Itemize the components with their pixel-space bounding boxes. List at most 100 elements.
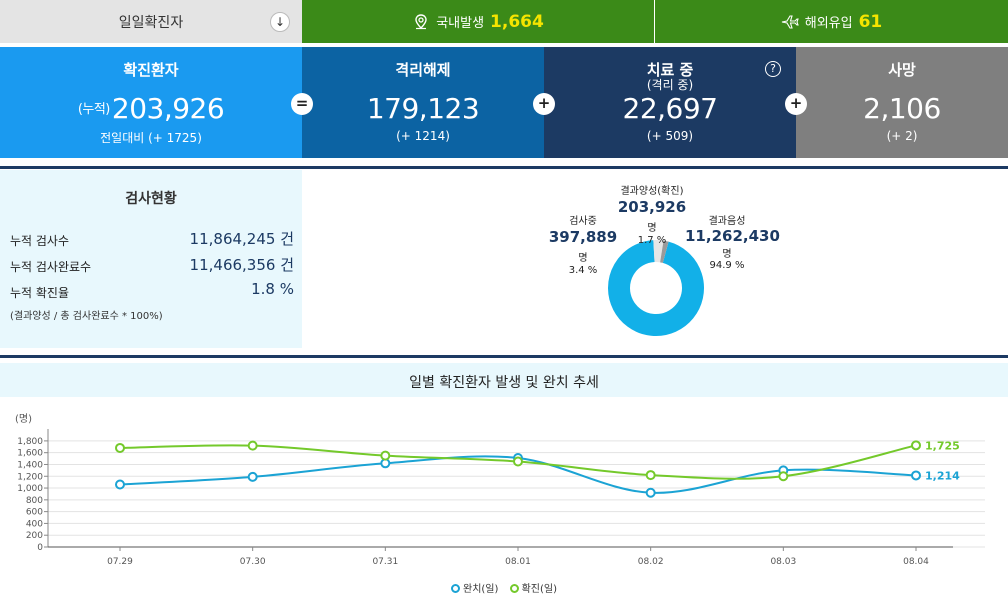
legend-label: 완치(일) <box>463 584 499 595</box>
y-tick-label: 200 <box>26 531 43 541</box>
section-divider <box>0 166 1008 169</box>
x-tick-label: 07.31 <box>372 557 398 567</box>
data-point[interactable] <box>115 442 125 453</box>
treating-subtitle: (격리 중) <box>646 78 694 92</box>
legend-item-confirmed[interactable]: 확진(일) <box>509 580 557 595</box>
y-tick-label: 0 <box>37 543 43 553</box>
domestic-cases: 국내발생 1,664 <box>302 0 654 43</box>
treating-value: 22,697 <box>622 92 718 125</box>
plus-icon: + <box>533 93 555 115</box>
test-status-panel: 검사현황 누적 검사수 11,864,245 건 누적 검사완료수 11,466… <box>0 170 302 348</box>
released-value: 179,123 <box>366 92 480 125</box>
data-point[interactable] <box>513 456 523 467</box>
positive-label: 결과양성(확진) <box>620 186 684 197</box>
donut-slice-positive[interactable] <box>659 240 669 263</box>
trend-title-bar: 일별 확진환자 발생 및 완치 추세 <box>0 363 1008 397</box>
deaths-title: 사망 <box>888 61 916 79</box>
confirmed-number: (누적)203,926 <box>0 92 302 125</box>
test-row-value: 1.8 % <box>251 280 294 298</box>
test-rate-note: (결과양성 / 총 검사완료수 * 100%) <box>10 311 163 322</box>
test-row-value: 11,466,356 건 <box>189 256 294 274</box>
test-row-value: 11,864,245 건 <box>189 230 294 248</box>
positive-unit: 명 <box>647 223 657 234</box>
x-tick-label: 07.29 <box>107 557 133 567</box>
trend-section: 일별 확진환자 발생 및 완치 추세 (명) 0 200 400 600 800 1,00… <box>0 363 1008 611</box>
y-tick-label: 1,200 <box>17 472 43 482</box>
released-title: 격리해제 <box>395 61 451 79</box>
testing-unit: 명 <box>578 253 588 264</box>
data-point[interactable] <box>247 440 258 451</box>
top-strip: 일일확진자 ↓ 국내발생 1,664 해외유입 61 <box>0 0 1008 43</box>
confirmed-value: 203,926 <box>111 92 225 125</box>
deaths-value: 2,106 <box>863 92 941 125</box>
equals-icon: = <box>291 93 313 115</box>
data-point[interactable] <box>645 470 656 481</box>
testing-label: 검사중 <box>569 216 597 227</box>
x-tick-label: 08.02 <box>638 557 664 567</box>
data-point[interactable] <box>911 440 921 451</box>
arrow-down-icon[interactable]: ↓ <box>270 12 290 32</box>
imported-value: 61 <box>858 11 883 32</box>
confirmed-box: 확진환자 (누적)203,926 전일대비 (+ 1725) <box>0 47 302 158</box>
x-tick-label: 08.01 <box>505 557 531 567</box>
treating-title: 치료 중 <box>646 61 694 79</box>
trend-legend: 완치(일) 확진(일) <box>0 580 1008 595</box>
domestic-label: 국내발생 <box>436 16 485 31</box>
y-tick-label: 1,800 <box>17 437 43 447</box>
legend-dot <box>451 584 460 593</box>
section-divider <box>0 355 1008 358</box>
daily-cases-label: 일일확진자 <box>118 15 184 31</box>
trend-title: 일별 확진환자 발생 및 완치 추세 <box>409 375 599 391</box>
y-tick-label: 800 <box>26 496 43 506</box>
plus-icon: + <box>785 93 807 115</box>
legend-dot <box>509 584 519 593</box>
released-delta: (+ 1214) <box>396 129 450 143</box>
confirmed-delta: 전일대비 (+ 1725) <box>100 131 202 145</box>
airplane-icon <box>781 14 799 29</box>
donut-label-positive: 결과양성(확진) 203,926 명 1.7 % <box>612 182 692 246</box>
legend-label: 확진(일) <box>521 584 557 595</box>
positive-value: 203,926 <box>617 198 687 216</box>
data-point[interactable] <box>911 470 921 481</box>
testing-pct: 3.4 % <box>568 265 598 276</box>
negative-value: 11,262,430 <box>685 227 780 245</box>
data-point[interactable] <box>645 487 656 498</box>
y-tick-label: 1,600 <box>17 449 43 459</box>
data-point[interactable] <box>380 450 391 461</box>
test-row-label: 누적 검사수 <box>10 234 70 248</box>
y-tick-label: 600 <box>26 508 43 518</box>
test-row-label: 누적 확진율 <box>10 286 70 300</box>
help-icon[interactable]: ? <box>765 61 781 77</box>
testing-value: 397,889 <box>548 228 618 246</box>
series-end-label: 1,725 <box>925 439 960 452</box>
donut-label-testing: 검사중 397,889 명 3.4 % <box>542 212 624 276</box>
legend-item-recovered[interactable]: 완치(일) <box>451 580 498 595</box>
confirmed-prefix: (누적) <box>77 102 111 117</box>
confirmed-title: 확진환자 <box>123 61 179 79</box>
test-donut-chart: 결과양성(확진) 203,926 명 1.7 % 검사중 397,889 명 3… <box>302 170 1008 348</box>
negative-pct: 94.9 % <box>709 260 745 271</box>
treating-box: 치료 중 (격리 중) 22,697 (+ 509) <box>544 47 796 158</box>
x-tick-label: 08.03 <box>770 557 796 567</box>
x-tick-label: 08.04 <box>903 557 929 567</box>
released-box: 격리해제 179,123 (+ 1214) <box>302 47 544 158</box>
y-tick-label: 1,000 <box>17 484 43 494</box>
series-end-label: 1,214 <box>925 469 960 482</box>
negative-unit: 명 <box>722 249 732 260</box>
data-point[interactable] <box>247 471 258 482</box>
donut-svg <box>608 240 704 336</box>
daily-cases-toggle[interactable]: 일일확진자 ↓ <box>0 0 302 43</box>
y-tick-label: 1,400 <box>17 460 43 470</box>
positive-pct: 1.7 % <box>637 235 667 246</box>
deaths-delta: (+ 2) <box>886 129 918 143</box>
deaths-box: 사망 2,106 (+ 2) <box>796 47 1008 158</box>
test-status-title: 검사현황 <box>125 191 177 207</box>
imported-label: 해외유입 <box>804 16 853 31</box>
donut-slice-negative[interactable] <box>608 240 704 336</box>
map-pin-icon <box>415 13 427 29</box>
data-point[interactable] <box>778 471 789 482</box>
y-tick-label: 400 <box>26 519 43 529</box>
donut-label-negative: 결과음성 11,262,430 명 94.9 % <box>685 212 780 271</box>
data-point[interactable] <box>115 479 125 490</box>
